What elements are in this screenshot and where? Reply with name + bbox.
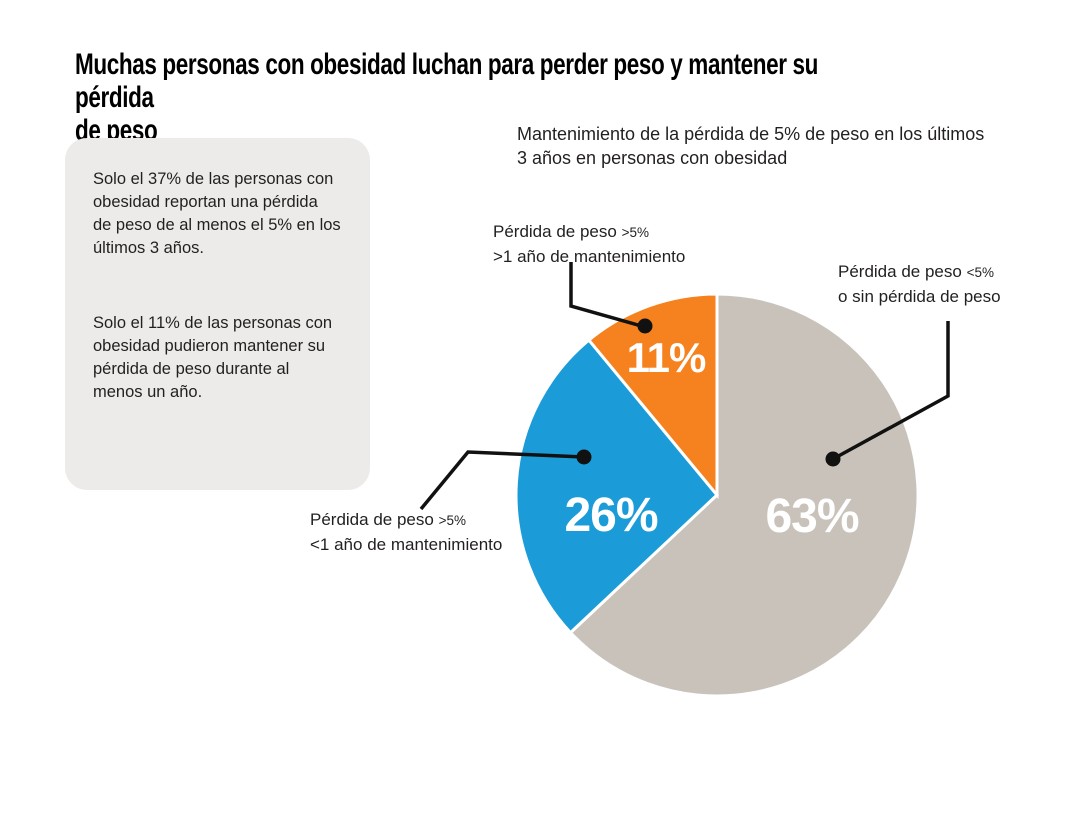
callout-box: Solo el 37% de las personas con obesidad… <box>65 138 370 490</box>
leader-dot-gray <box>825 451 841 467</box>
leader-line-blue <box>419 450 585 511</box>
slice-label-gray-qualifier: <5% <box>966 265 994 280</box>
callout-paragraph-37: Solo el 37% de las personas con obesidad… <box>93 170 341 257</box>
slice-label-blue-qualifier: >5% <box>438 513 466 528</box>
slice-label-orange: Pérdida de peso >5% >1 año de mantenimie… <box>493 220 685 269</box>
pie-value-labels-group: 63% 26% 11% <box>564 334 859 543</box>
slice-label-blue-line2: <1 año de mantenimiento <box>310 535 503 554</box>
page-title: Muchas personas con obesidad luchan para… <box>75 48 818 147</box>
slice-value-label-63%: 63% <box>765 490 858 543</box>
leader-line-orange <box>569 262 646 329</box>
slice-label-gray-line2: o sin pérdida de peso <box>838 287 1001 306</box>
slice-value-label-11%: 11% <box>627 334 706 381</box>
leader-dot-orange <box>637 318 653 334</box>
leader-lines-group <box>419 262 950 511</box>
slice-label-orange-line2: >1 año de mantenimiento <box>493 247 686 266</box>
slice-label-orange-qualifier: >5% <box>621 225 649 240</box>
slice-label-gray: Pérdida de peso <5% o sin pérdida de pes… <box>838 260 1001 309</box>
leader-dot-blue <box>576 449 592 465</box>
slice-label-blue: Pérdida de peso >5% <1 año de mantenimie… <box>310 508 502 557</box>
pie-slice-11% <box>586 292 719 500</box>
pie-slices-group <box>514 292 920 698</box>
slice-label-gray-main: Pérdida de peso <box>838 262 962 281</box>
pie-slice-63% <box>568 292 920 698</box>
slice-label-blue-main: Pérdida de peso <box>310 510 434 529</box>
chart-title: Mantenimiento de la pérdida de 5% de pes… <box>517 124 985 168</box>
slice-value-label-26%: 26% <box>564 489 657 542</box>
slice-label-gray-line1: Pérdida de peso <5% <box>838 260 1001 285</box>
pie-slice-26% <box>514 337 720 635</box>
slice-label-orange-line1: Pérdida de peso >5% <box>493 220 685 245</box>
slice-label-blue-line1: Pérdida de peso >5% <box>310 508 502 533</box>
callout-paragraph-11: Solo el 11% de las personas con obesidad… <box>93 314 333 401</box>
slice-label-orange-main: Pérdida de peso <box>493 222 617 241</box>
leader-line-gray <box>832 321 950 461</box>
